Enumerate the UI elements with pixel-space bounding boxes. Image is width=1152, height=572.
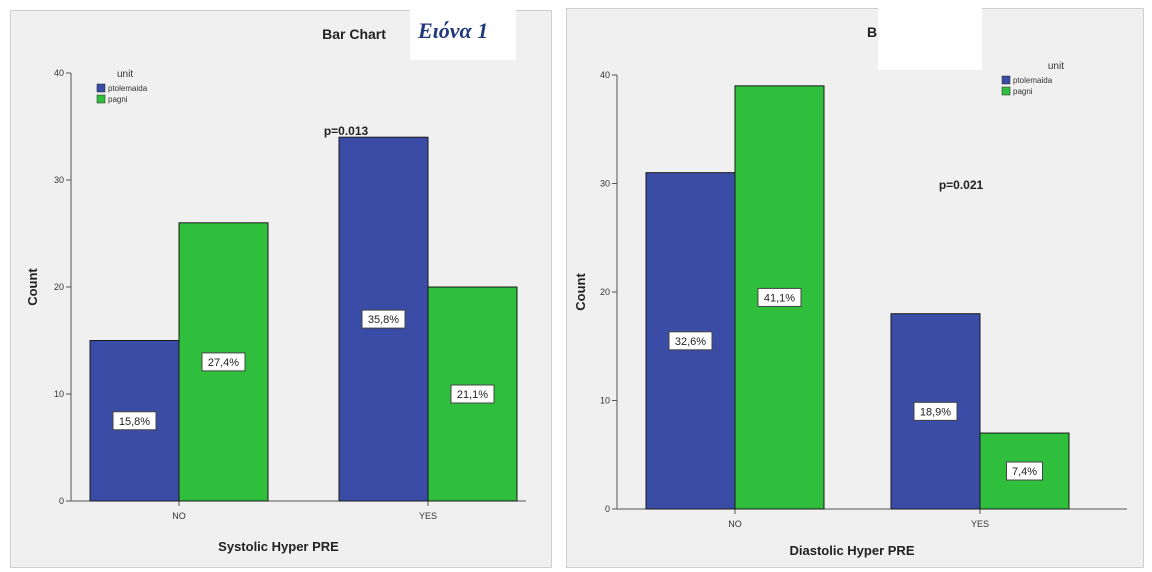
data-label: 27,4% — [208, 357, 239, 369]
data-label-box — [112, 411, 157, 431]
x-tick-label: NO — [728, 519, 742, 529]
x-tick-label: NO — [172, 511, 186, 521]
figure-caption: Ειόνα 1 — [410, 6, 516, 60]
data-label-box — [668, 331, 713, 351]
data-label: 21,1% — [457, 389, 488, 401]
data-label-box — [361, 309, 406, 329]
y-tick-label: 10 — [54, 389, 64, 399]
y-tick-label: 30 — [600, 179, 610, 189]
data-label-box — [450, 384, 495, 404]
data-label: 41,1% — [764, 292, 795, 304]
x-tick-label: YES — [419, 511, 437, 521]
data-label-box — [757, 287, 802, 307]
p-value-annotation: p=0.021 — [939, 178, 984, 192]
title-cover-box — [878, 6, 982, 70]
data-label-box — [913, 401, 958, 421]
data-label: 32,6% — [675, 336, 706, 348]
chart-title: Bar Chart — [322, 26, 386, 42]
p-value-annotation: p=0.013 — [324, 124, 369, 138]
chart-title: B — [867, 24, 877, 40]
y-tick-label: 30 — [54, 175, 64, 185]
legend-label: ptolemaida — [108, 84, 148, 93]
x-axis-label: Systolic Hyper PRE — [218, 539, 339, 554]
x-axis-label: Diastolic Hyper PRE — [790, 543, 915, 558]
data-label: 15,8% — [119, 416, 150, 428]
data-label-box — [1006, 461, 1043, 481]
y-tick-label: 20 — [54, 282, 64, 292]
y-tick-label: 0 — [59, 496, 64, 506]
right-bar-chart: B 0 10 20 30 40 Count NO 32,6% 41,1% YES 18,9% 7,4% D… — [573, 24, 1127, 558]
data-label: 7,4% — [1012, 466, 1037, 478]
data-label-box — [201, 352, 246, 372]
left-bar-chart: Bar Chart 0 10 20 30 40 Count NO 15,8% 27,4% YES 35… — [25, 26, 526, 554]
data-label: 18,9% — [920, 406, 951, 418]
y-tick-label: 10 — [600, 396, 610, 406]
legend-swatch — [1001, 75, 1011, 85]
y-tick-label: 20 — [600, 287, 610, 297]
y-tick-label: 40 — [600, 70, 610, 80]
legend-swatch — [96, 83, 106, 93]
left-chart-panel: Bar Chart 0 10 20 30 40 Count NO 15,8% 27,4% YES 35… — [10, 10, 552, 568]
legend-title: unit — [117, 69, 133, 80]
legend-label: ptolemaida — [1013, 76, 1053, 85]
figure-caption-text: Ειόνα 1 — [418, 18, 489, 43]
y-axis-label: Count — [25, 268, 40, 306]
right-chart-panel: B 0 10 20 30 40 Count NO 32,6% 41,1% YES 18,9% 7,4% D… — [566, 8, 1144, 568]
legend-label: pagni — [1013, 87, 1033, 96]
legend-swatch — [96, 94, 106, 104]
data-label: 35,8% — [368, 314, 399, 326]
y-axis-label: Count — [573, 273, 588, 311]
legend-label: pagni — [108, 95, 128, 104]
y-tick-label: 40 — [54, 68, 64, 78]
legend-swatch — [1001, 86, 1011, 96]
legend-title: unit — [1048, 61, 1064, 72]
x-tick-label: YES — [971, 519, 989, 529]
y-tick-label: 0 — [605, 504, 610, 514]
